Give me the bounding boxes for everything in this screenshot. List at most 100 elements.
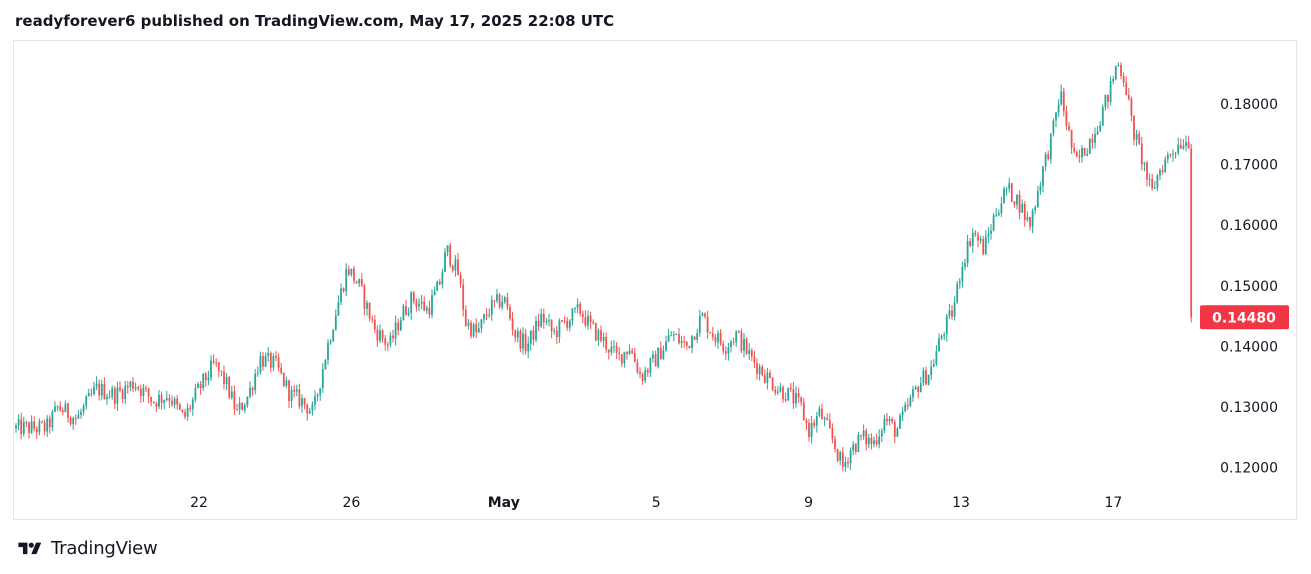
candle-body [792,389,795,404]
candle-body [436,281,439,291]
x-tick-label: 26 [342,495,360,511]
candle-body [438,281,441,285]
candle-body [511,318,514,331]
candle-body [467,322,470,326]
candle-body [860,435,862,437]
candle-body [953,302,956,317]
candle-body [597,330,600,341]
candle-body [854,444,857,452]
candle-body [215,362,218,364]
candle-body [303,398,306,405]
candle-body [579,304,582,314]
candle-body [132,381,134,389]
candle-body [545,320,548,322]
candle-body [147,388,150,397]
candle-body [641,374,644,381]
candle-body [384,338,387,345]
candle-body [126,385,129,388]
candle-body [1062,91,1065,112]
candle-body [724,351,727,354]
candle-body [1174,152,1177,154]
candle-body [878,436,881,445]
candle-body [22,422,25,435]
candle-body [264,355,267,367]
candle-body [1169,154,1172,156]
candle-body [912,389,914,398]
candle-body [186,407,189,417]
candle-body [527,343,530,352]
candle-body [306,404,309,414]
candle-body [639,372,641,375]
candle-body [498,294,501,308]
candle-body [600,330,602,341]
candle-body [54,406,56,412]
candle-body [454,259,457,271]
candle-body [230,391,233,398]
candle-body [256,372,259,374]
candle-body [119,387,121,391]
candle-body [397,322,400,331]
candle-body [1177,144,1180,153]
candle-body [82,405,85,412]
candle-body [1075,151,1078,157]
candle-body [379,330,381,341]
candle-body [477,328,480,333]
candle-body [1138,133,1141,144]
candle-body [821,408,823,420]
x-tick-label: 5 [652,495,661,511]
candle-body [168,398,171,401]
candle-body [805,420,808,423]
chart-area[interactable] [13,40,1297,520]
candle-body [1023,204,1026,220]
candle-body [308,411,311,414]
candle-body [145,387,147,389]
candle-body [329,341,332,344]
candle-body [771,378,774,390]
candle-body [506,297,509,308]
tradingview-logo[interactable]: TradingView [15,538,158,559]
candle-body [1172,153,1174,155]
candle-body [696,333,699,340]
candle-body [932,364,935,367]
candle-body [1182,145,1185,149]
candle-body [990,230,992,234]
candle-body [262,356,264,367]
candle-body [280,367,283,373]
candle-body [607,349,610,353]
y-tick-label: 0.15000 [1220,279,1278,295]
candle-body [566,320,569,328]
candle-body [1159,170,1161,176]
candle-body [974,232,977,235]
candle-body [493,300,496,302]
candle-body [548,320,550,322]
candle-body [160,394,163,403]
candle-body [332,330,335,342]
candle-body [667,335,670,342]
candle-body [199,383,202,389]
candle-body [282,372,285,387]
candle-body [17,419,20,426]
candle-body [662,350,665,360]
candle-body [610,346,613,353]
x-tick-label: 22 [190,495,208,511]
candle-body [295,389,298,392]
candle-body [158,394,160,407]
candle-body [753,356,756,363]
candle-body [103,384,106,399]
candle-body [828,419,831,429]
candle-body [1094,134,1096,143]
candle-body [207,377,210,381]
candle-body [1036,190,1039,208]
candle-body [1099,125,1102,132]
candle-body [243,405,246,410]
candle-body [462,284,465,310]
candle-body [293,389,296,392]
candle-body [516,331,519,338]
candle-body [766,372,769,383]
candle-body [1190,148,1193,318]
candle-body [524,333,527,352]
candle-body [951,310,953,317]
candle-body [1164,159,1167,173]
candle-body [472,324,475,337]
candle-body [139,388,142,396]
